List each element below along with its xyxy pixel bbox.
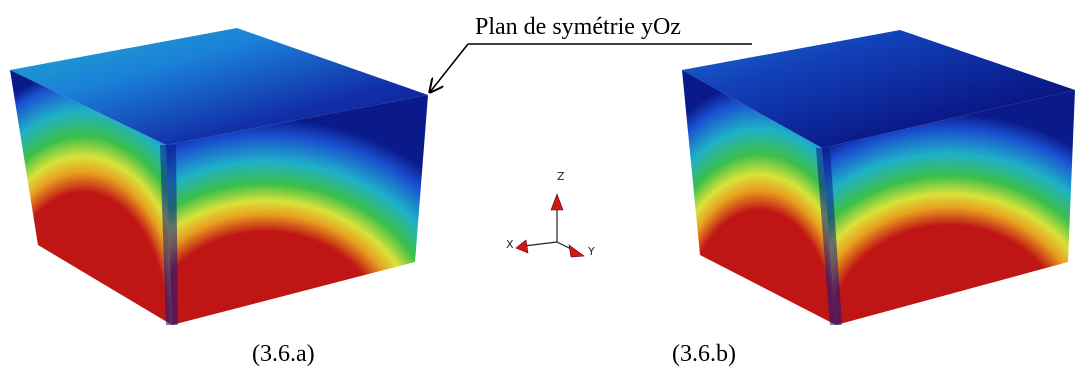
cube-b-edge-shadow xyxy=(816,148,842,325)
cube-b-front-face xyxy=(682,70,836,325)
axis-x-label: X xyxy=(506,238,514,251)
axis-y-arrow-icon xyxy=(568,244,585,258)
cube-a xyxy=(10,28,428,325)
axis-y-label: Y xyxy=(587,245,595,258)
annotation-text: Plan de symétrie yOz xyxy=(475,14,681,40)
axis-x-line xyxy=(523,241,558,247)
cube-b xyxy=(682,30,1075,325)
axis-z-arrow-icon xyxy=(550,193,564,211)
axis-triad: Z X Y xyxy=(506,170,595,258)
symmetry-plane-annotation: Plan de symétrie yOz xyxy=(430,14,752,92)
cube-b-side-face xyxy=(822,90,1075,325)
cube-a-front-face xyxy=(10,70,172,325)
annotation-leader-arrow xyxy=(430,43,469,92)
axis-z-label: Z xyxy=(557,170,565,183)
cube-b-top-face xyxy=(682,30,1075,148)
cube-a-edge-shadow xyxy=(160,145,178,325)
axis-x-arrow-icon xyxy=(515,239,529,254)
caption-right: (3.6.b) xyxy=(672,341,736,367)
cube-a-side-face xyxy=(166,95,428,325)
caption-left: (3.6.a) xyxy=(252,341,315,367)
cube-a-top-face xyxy=(10,28,428,145)
